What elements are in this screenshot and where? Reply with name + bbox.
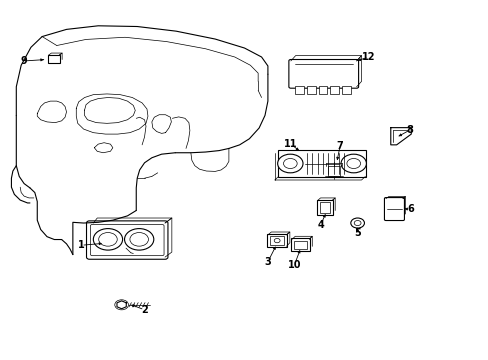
FancyBboxPatch shape [288, 59, 358, 88]
Circle shape [283, 158, 297, 168]
Text: 5: 5 [353, 228, 360, 238]
FancyBboxPatch shape [316, 200, 332, 215]
Text: 12: 12 [361, 52, 375, 62]
FancyBboxPatch shape [277, 150, 366, 177]
Text: 1: 1 [78, 240, 84, 250]
FancyBboxPatch shape [318, 86, 327, 94]
FancyBboxPatch shape [293, 241, 307, 249]
Circle shape [274, 238, 280, 243]
FancyBboxPatch shape [306, 86, 315, 94]
Circle shape [115, 300, 128, 310]
Text: 6: 6 [406, 204, 413, 215]
Text: 3: 3 [264, 257, 271, 267]
FancyBboxPatch shape [86, 221, 167, 259]
Text: 7: 7 [336, 141, 343, 151]
Circle shape [346, 158, 360, 168]
FancyBboxPatch shape [48, 55, 60, 63]
FancyBboxPatch shape [341, 86, 350, 94]
Text: 9: 9 [20, 56, 27, 66]
Circle shape [350, 218, 364, 228]
Circle shape [93, 229, 122, 250]
Circle shape [353, 221, 360, 226]
FancyBboxPatch shape [291, 238, 310, 251]
FancyBboxPatch shape [266, 234, 287, 247]
FancyBboxPatch shape [269, 236, 284, 245]
Text: 8: 8 [406, 125, 413, 135]
Text: 2: 2 [141, 305, 147, 315]
Text: 10: 10 [287, 260, 301, 270]
Circle shape [124, 229, 154, 250]
FancyBboxPatch shape [319, 202, 330, 213]
FancyBboxPatch shape [330, 86, 338, 94]
Circle shape [340, 154, 366, 173]
FancyBboxPatch shape [295, 86, 304, 94]
Text: 4: 4 [317, 220, 323, 230]
Circle shape [130, 233, 148, 246]
Text: 11: 11 [284, 139, 297, 149]
Circle shape [277, 154, 303, 173]
Circle shape [99, 233, 117, 246]
FancyBboxPatch shape [384, 198, 404, 221]
